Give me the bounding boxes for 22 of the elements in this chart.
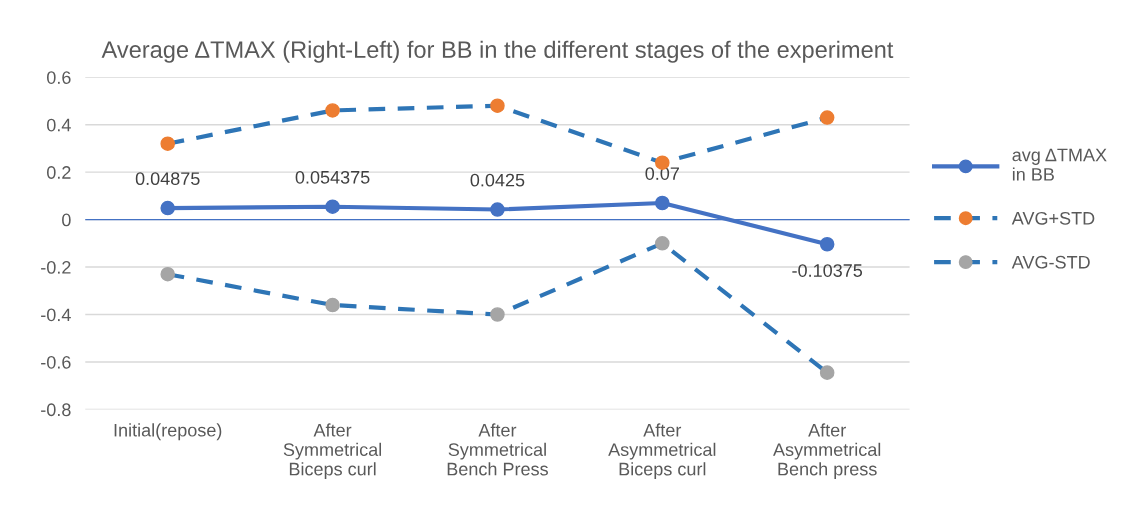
y-tick-label: -0.2 [41, 261, 71, 274]
y-tick-label: -0.8 [41, 403, 71, 417]
y-tick-label: -0.6 [41, 355, 71, 369]
y-tick-label: 0.2 [46, 166, 71, 179]
data-label: 0.054375 [295, 170, 370, 184]
x-tick-label: After Asymmetrical Bench press [773, 423, 881, 480]
x-tick-label: After Symmetrical Biceps curl [283, 423, 382, 480]
legend-label: AVG-STD [1011, 255, 1090, 269]
chart-title: Average ΔTMAX (Right-Left) for BB in the different stages of the experiment [101, 40, 894, 63]
y-tick-label: 0.6 [46, 71, 71, 84]
legend-label: AVG+STD [1011, 211, 1095, 225]
x-tick-label: Initial(repose) [114, 423, 222, 441]
y-tick-label: 0 [62, 213, 71, 227]
legend-label: avg ΔTMAX in BB [1012, 148, 1107, 181]
y-tick-label: -0.4 [41, 308, 71, 322]
data-label: 0.0425 [470, 173, 525, 187]
y-tick-label: 0.4 [46, 118, 71, 132]
x-tick-label: After Symmetrical Bench Press [447, 423, 548, 476]
data-label: 0.07 [645, 167, 679, 180]
data-label: -0.10375 [792, 264, 863, 277]
data-label: 0.04875 [135, 172, 200, 186]
x-tick-label: After Asymmetrical Biceps curl [608, 423, 716, 480]
